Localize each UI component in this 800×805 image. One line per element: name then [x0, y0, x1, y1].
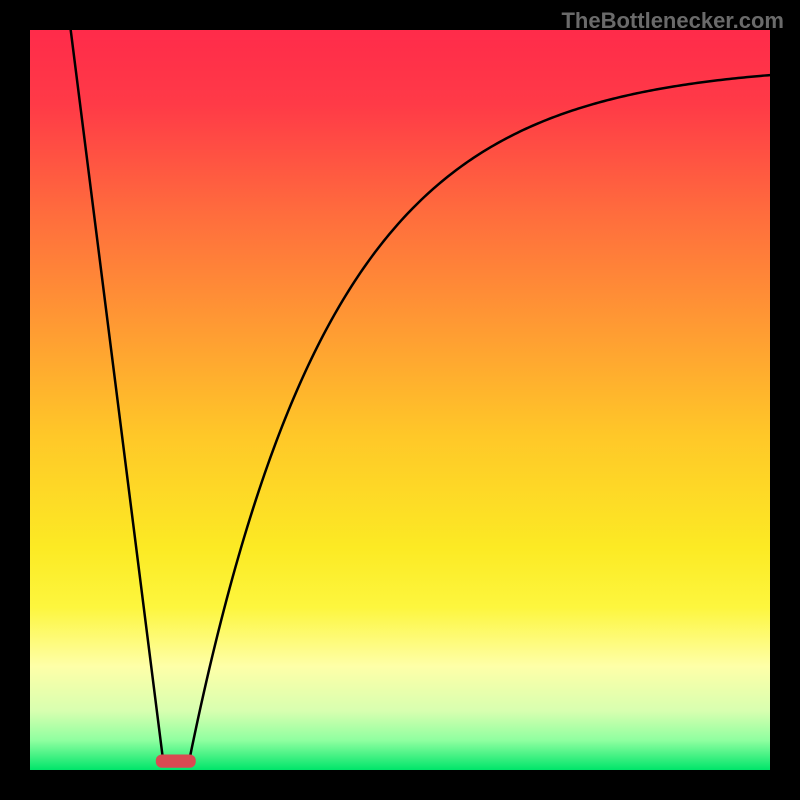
watermark-text: TheBottlenecker.com	[561, 8, 784, 34]
chart-svg	[0, 0, 800, 800]
bottleneck-chart: TheBottlenecker.com	[0, 0, 800, 800]
